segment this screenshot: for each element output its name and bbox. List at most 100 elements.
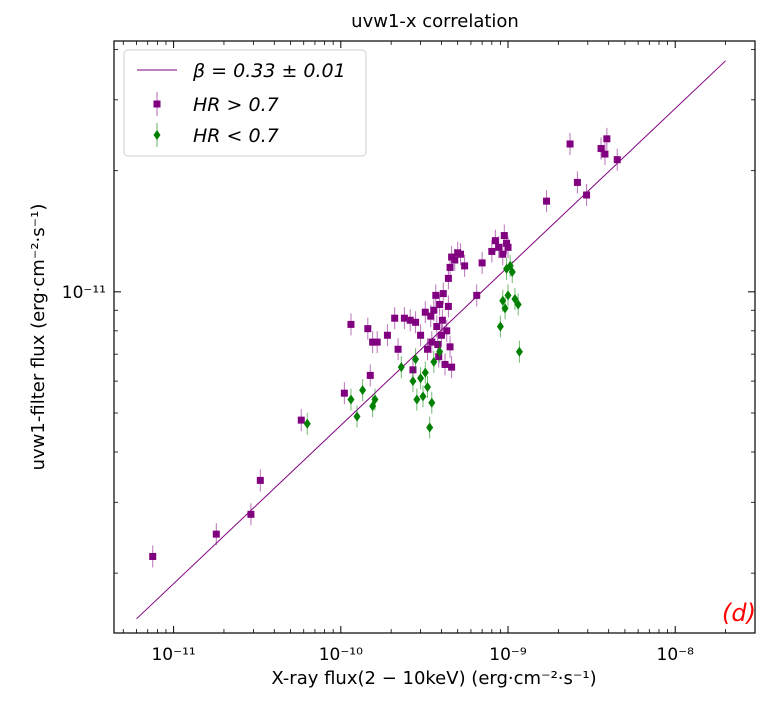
data-point	[432, 291, 440, 299]
data-point	[430, 306, 438, 314]
legend-hr-high-marker	[153, 100, 161, 108]
data-point	[428, 397, 436, 408]
data-point	[397, 362, 405, 373]
data-point	[446, 343, 454, 351]
data-point	[597, 145, 605, 153]
data-point	[424, 345, 432, 353]
legend-fit-label: β = 0.33 ± 0.01	[192, 60, 346, 82]
data-point	[511, 293, 519, 304]
data-point	[504, 243, 512, 251]
data-point	[437, 331, 445, 339]
data-point	[543, 197, 551, 205]
data-point	[430, 356, 438, 367]
data-point	[359, 385, 367, 396]
x-tick-label: 10⁻⁸	[657, 645, 695, 665]
data-point	[434, 340, 442, 348]
data-point	[444, 274, 452, 282]
data-point	[303, 418, 311, 429]
data-point	[417, 331, 425, 339]
data-point	[439, 290, 447, 298]
data-point	[400, 314, 408, 322]
data-point	[514, 299, 522, 310]
data-point	[515, 346, 523, 357]
data-point	[347, 394, 355, 405]
data-point	[383, 331, 391, 339]
x-tick-label: 10⁻¹¹	[151, 645, 195, 665]
data-point	[478, 259, 486, 267]
data-point	[566, 140, 574, 148]
data-point	[496, 321, 504, 332]
chart-title: uvw1-x correlation	[351, 11, 519, 32]
data-point	[421, 308, 429, 316]
data-point	[573, 178, 581, 186]
x-axis-label: X-ray flux(2 − 10keV) (erg·cm⁻²·s⁻¹)	[271, 668, 596, 689]
data-point	[499, 250, 507, 258]
x-tick-label: 10⁻⁹	[489, 645, 527, 665]
data-point	[457, 250, 465, 258]
data-point	[501, 303, 509, 314]
data-point	[212, 530, 220, 538]
data-point	[409, 376, 417, 387]
data-point	[412, 354, 420, 365]
data-point	[603, 135, 611, 143]
data-point	[419, 391, 427, 402]
data-point	[364, 325, 372, 333]
data-point	[446, 263, 454, 271]
data-point	[373, 338, 381, 346]
data-point	[488, 247, 496, 255]
data-point	[500, 232, 508, 240]
data-point	[391, 314, 399, 322]
data-point	[371, 394, 379, 405]
legend-hr-low-label: HR < 0.7	[193, 125, 279, 147]
data-point	[412, 318, 420, 326]
data-point	[436, 346, 444, 357]
data-point	[436, 301, 444, 309]
data-point	[499, 295, 507, 306]
data-point	[451, 256, 459, 264]
data-point	[417, 373, 425, 384]
legend-hr-low-marker	[153, 130, 161, 140]
plot-area	[113, 40, 756, 634]
data-point	[427, 312, 435, 320]
data-point	[438, 316, 446, 324]
data-point	[340, 389, 348, 397]
y-axis-label: uvw1-filter flux (erg·cm⁻²·s⁻¹)	[28, 204, 49, 471]
data-point	[347, 320, 355, 328]
axis-ticks: 10⁻¹¹ 10⁻¹⁰ 10⁻⁹ 10⁻⁸ 10⁻¹¹	[62, 41, 755, 665]
data-point	[256, 476, 264, 484]
data-point	[583, 191, 591, 199]
data-point	[433, 323, 441, 331]
series-hr-low	[303, 254, 523, 439]
data-point	[421, 367, 429, 378]
y-tick-label: 10⁻¹¹	[62, 283, 106, 303]
data-point	[413, 394, 421, 405]
data-point	[503, 239, 511, 247]
data-point	[491, 237, 499, 245]
data-point	[149, 552, 157, 560]
series-hr-high	[149, 127, 621, 568]
data-point	[444, 302, 452, 310]
data-point	[353, 411, 361, 422]
data-point	[435, 353, 443, 361]
data-point	[448, 363, 456, 371]
data-point	[369, 338, 377, 346]
data-point	[406, 316, 414, 324]
data-point	[508, 267, 516, 278]
data-point	[461, 262, 469, 270]
legend-box	[123, 49, 367, 157]
data-point	[495, 243, 503, 251]
data-point	[441, 360, 449, 368]
data-point	[424, 382, 432, 393]
legend-hr-high-label: HR > 0.7	[193, 94, 279, 116]
data-point	[428, 338, 436, 346]
data-point	[409, 366, 417, 374]
data-point	[394, 345, 402, 353]
data-point	[613, 156, 621, 164]
data-point	[504, 290, 512, 301]
panel-label: (d)	[722, 599, 756, 627]
x-tick-label: 10⁻¹⁰	[319, 645, 363, 665]
data-point	[426, 422, 434, 433]
data-point	[601, 150, 609, 158]
data-points-layer	[149, 127, 621, 568]
